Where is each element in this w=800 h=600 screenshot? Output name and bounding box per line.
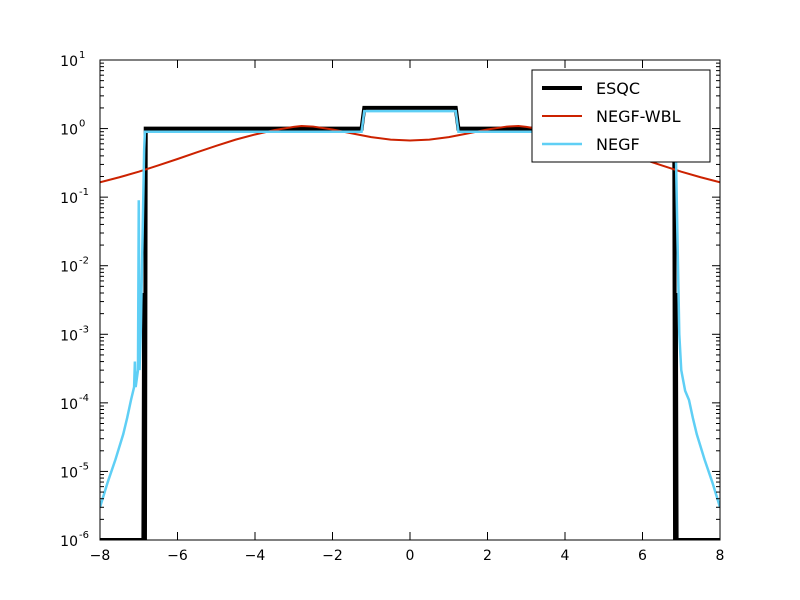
legend-label: NEGF-WBL [596,107,681,126]
y-tick-base: 10 [60,465,78,481]
y-tick-exponent: -3 [79,324,89,335]
y-tick-label: 10 [60,191,78,207]
y-tick-base: 10 [60,123,78,139]
y-tick-exponent: -2 [79,256,89,267]
y-tick-base: 10 [60,328,78,344]
y-tick-base: 10 [60,191,78,207]
x-tick-label: 0 [406,548,415,564]
y-tick-label: 10 [60,397,78,413]
x-tick-label: 2 [483,548,492,564]
y-tick-exponent: -1 [79,187,89,198]
legend: ESQC NEGF-WBL NEGF [531,69,711,163]
y-tick-base: 10 [60,397,78,413]
x-tick-label: −4 [245,548,266,564]
x-tick-label: 4 [561,548,570,564]
y-tick-base: 10 [60,260,78,276]
y-tick-label: 10 [60,54,78,70]
y-tick-label: 10 [60,123,78,139]
y-tick-base: 10 [60,54,78,70]
y-tick-exponent: -4 [79,393,89,404]
y-tick-label: 10 [60,260,78,276]
x-tick-label: −6 [167,548,188,564]
x-tick-label: −8 [90,548,111,564]
y-tick-exponent: 0 [79,119,85,130]
y-tick-exponent: 1 [79,50,85,61]
y-tick-base: 10 [60,534,78,550]
legend-label: ESQC [596,79,640,98]
y-tick-label: 10 [60,465,78,481]
y-tick-exponent: -6 [79,530,89,541]
series-line-esqc [100,105,720,540]
series-line-negf [100,109,720,508]
x-tick-label: 8 [716,548,725,564]
y-tick-exponent: -5 [79,461,89,472]
y-tick-label: 10 [60,534,78,550]
legend-label: NEGF [596,135,640,154]
x-tick-label: 6 [638,548,647,564]
y-tick-label: 10 [60,328,78,344]
x-tick-label: −2 [322,548,343,564]
